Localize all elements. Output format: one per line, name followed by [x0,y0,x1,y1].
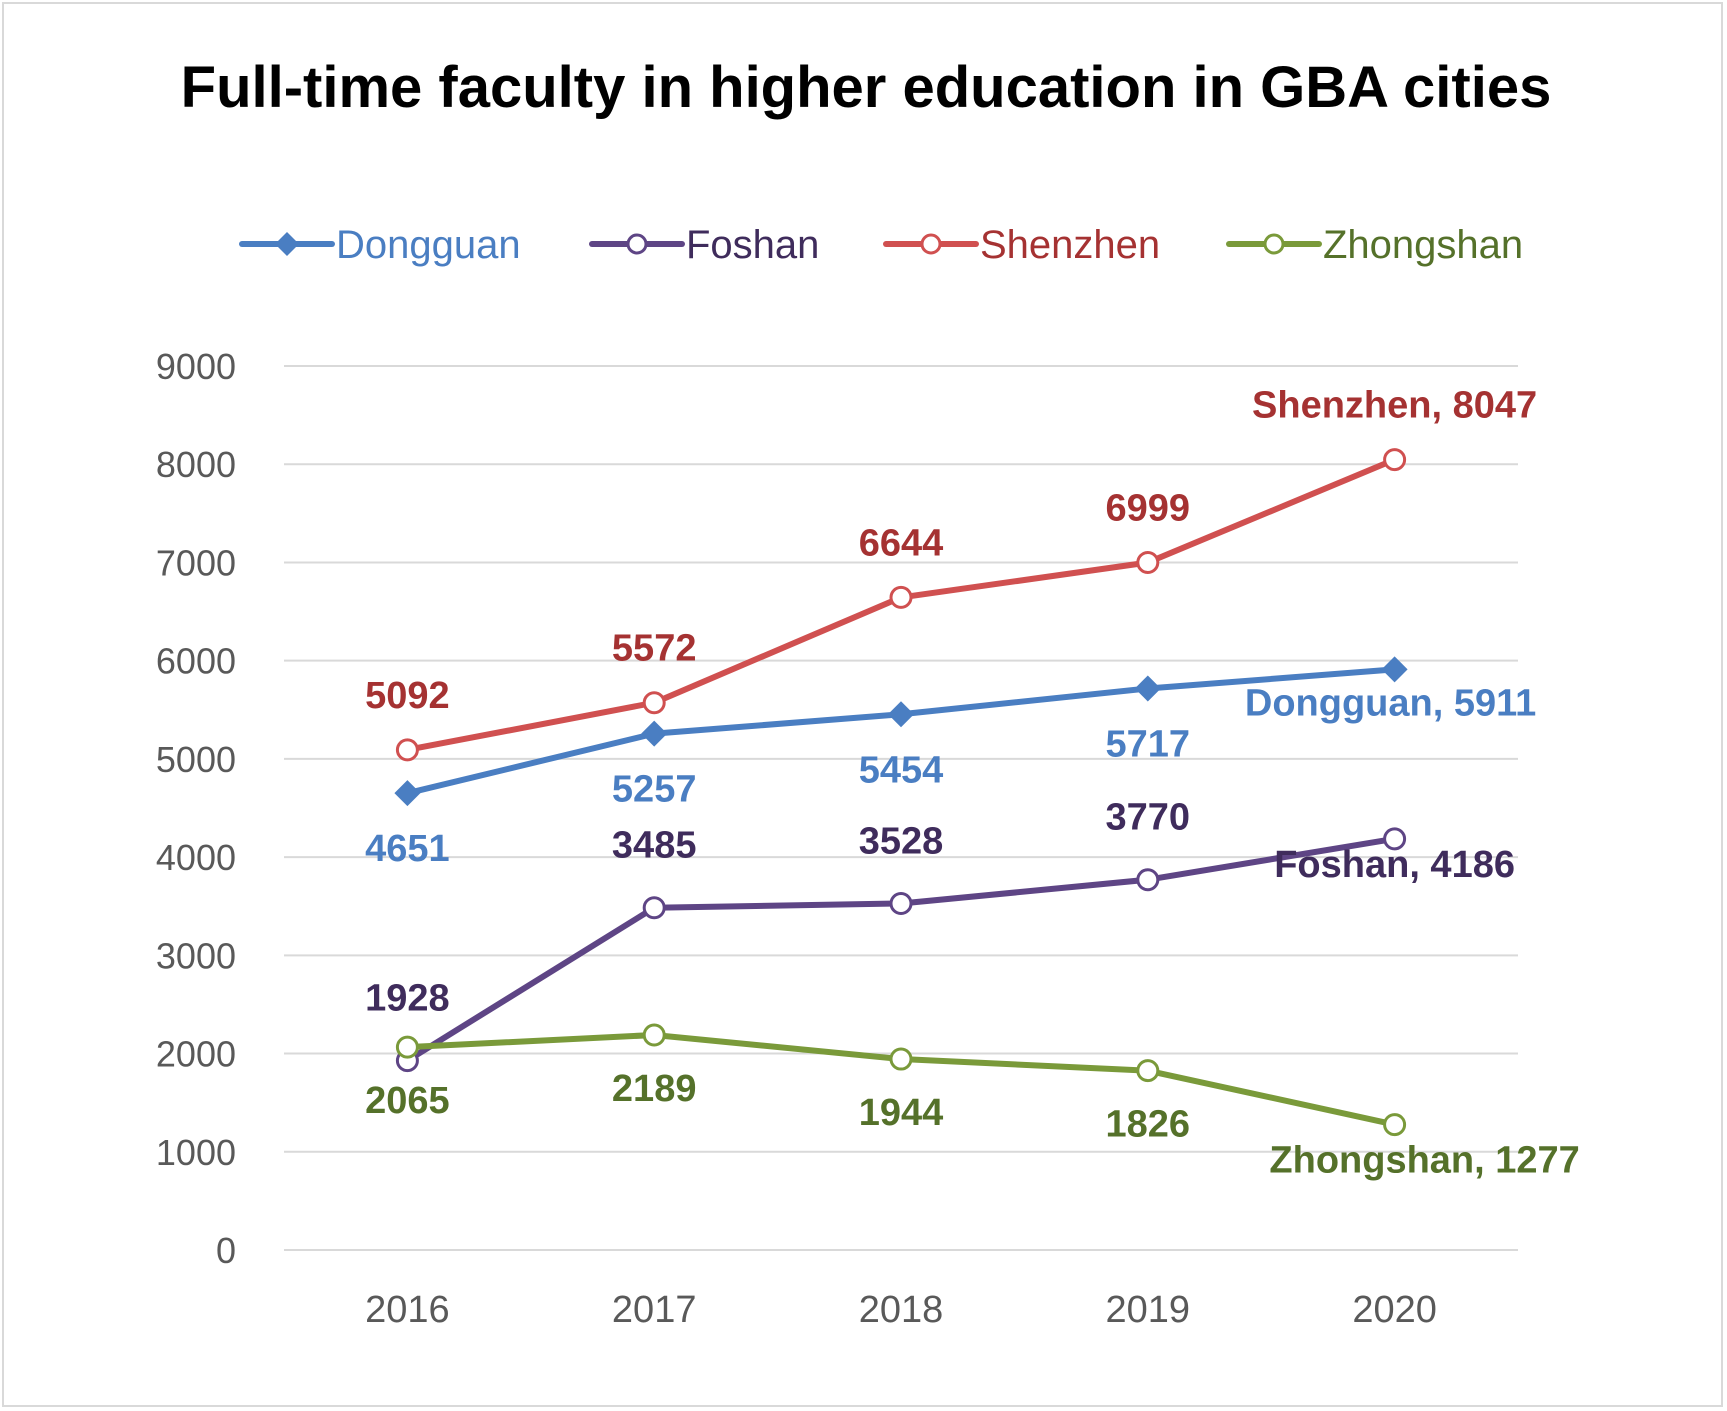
data-label-dongguan-2019: 5717 [1106,723,1191,765]
legend-label-zhongshan: Zhongshan [1323,223,1523,267]
point-shenzhen-2017 [642,691,666,715]
point-dongguan-2020 [1381,656,1408,683]
data-label-shenzhen-2020: Shenzhen, 8047 [1252,385,1537,427]
legend-marker-zhongshan [1263,233,1285,255]
point-foshan-2017 [642,896,666,920]
y-tick-label-7000: 7000 [156,542,236,583]
point-dongguan-2016 [394,780,421,807]
point-shenzhen-2020 [1383,448,1407,472]
y-tick-label-2000: 2000 [156,1034,236,1075]
point-dongguan-2018 [888,701,914,728]
y-tick-label-3000: 3000 [156,935,236,976]
x-tick-label-2018: 2018 [859,1289,944,1331]
point-dongguan-2019 [1134,675,1161,702]
series-zhongshan [395,1023,1407,1137]
y-tick-label-9000: 9000 [156,346,236,387]
chart-title: Full-time faculty in higher education in… [181,55,1552,120]
data-label-zhongshan-2020: Zhongshan, 1277 [1269,1140,1579,1182]
data-label-zhongshan-2018: 1944 [859,1092,944,1134]
point-foshan-2020 [1383,827,1407,851]
data-label-shenzhen-2017: 5572 [612,628,697,670]
x-axis: 2016 2017 2018 2019 2020 [365,1289,1437,1331]
data-label-dongguan-2017: 5257 [612,769,697,811]
y-tick-label-8000: 8000 [156,444,236,485]
data-label-dongguan-2020: Dongguan, 5911 [1245,682,1536,724]
y-tick-label-6000: 6000 [156,641,236,682]
series-foshan [395,827,1407,1073]
data-label-dongguan-2018: 5454 [859,749,944,791]
point-shenzhen-2018 [889,585,913,609]
data-label-foshan-2020: Foshan, 4186 [1274,844,1515,886]
point-foshan-2019 [1136,868,1160,892]
y-tick-label-4000: 4000 [156,837,236,878]
point-zhongshan-2020 [1383,1113,1407,1137]
x-tick-label-2017: 2017 [612,1289,697,1331]
legend-item-dongguan: Dongguan [239,223,521,267]
legend: Dongguan Foshan Shenzhen Zhongshan [239,223,1523,267]
legend-item-shenzhen: Shenzhen [883,223,1160,267]
x-tick-label-2019: 2019 [1106,1289,1191,1331]
series-line-foshan [404,835,1398,1064]
point-zhongshan-2019 [1136,1059,1160,1083]
x-tick-label-2016: 2016 [365,1289,450,1331]
point-zhongshan-2018 [889,1047,913,1071]
data-label-zhongshan-2017: 2189 [612,1068,697,1110]
y-tick-label-0: 0 [216,1230,236,1271]
legend-item-zhongshan: Zhongshan [1226,223,1523,267]
legend-item-foshan: Foshan [589,223,819,267]
point-shenzhen-2016 [395,738,419,762]
series-dongguan [394,656,1408,807]
point-shenzhen-2019 [1136,551,1160,575]
legend-marker-dongguan [275,232,299,256]
series-shenzhen [395,448,1407,762]
line-chart: Full-time faculty in higher education in… [156,55,1580,1331]
data-label-shenzhen-2018: 6644 [859,522,944,564]
data-label-dongguan-2016: 4651 [365,828,450,870]
point-foshan-2018 [889,891,913,915]
point-zhongshan-2016 [395,1035,419,1059]
gridlines [284,365,1518,1251]
point-dongguan-2017 [641,720,668,747]
y-tick-label-1000: 1000 [156,1132,236,1173]
data-label-shenzhen-2016: 5092 [365,675,450,717]
y-axis: 0 1000 2000 3000 4000 5000 6000 7000 8000 9000 [156,346,236,1271]
data-label-zhongshan-2019: 1826 [1106,1104,1191,1146]
data-label-shenzhen-2019: 6999 [1106,488,1191,530]
series-lines [394,448,1408,1137]
legend-marker-foshan [626,233,648,255]
data-labels: 4651 5257 5454 5717 Dongguan, 5911 1928 3485 35… [365,385,1580,1182]
data-label-foshan-2018: 3528 [859,820,944,862]
data-label-foshan-2019: 3770 [1106,797,1191,839]
legend-marker-shenzhen [920,233,942,255]
data-label-zhongshan-2016: 2065 [365,1080,450,1122]
data-label-foshan-2016: 1928 [365,978,450,1020]
y-tick-label-5000: 5000 [156,739,236,780]
data-label-foshan-2017: 3485 [612,825,697,867]
legend-label-shenzhen: Shenzhen [980,223,1160,267]
legend-label-dongguan: Dongguan [336,223,521,267]
legend-label-foshan: Foshan [686,223,819,267]
x-tick-label-2020: 2020 [1352,1289,1437,1331]
point-zhongshan-2017 [642,1023,666,1047]
